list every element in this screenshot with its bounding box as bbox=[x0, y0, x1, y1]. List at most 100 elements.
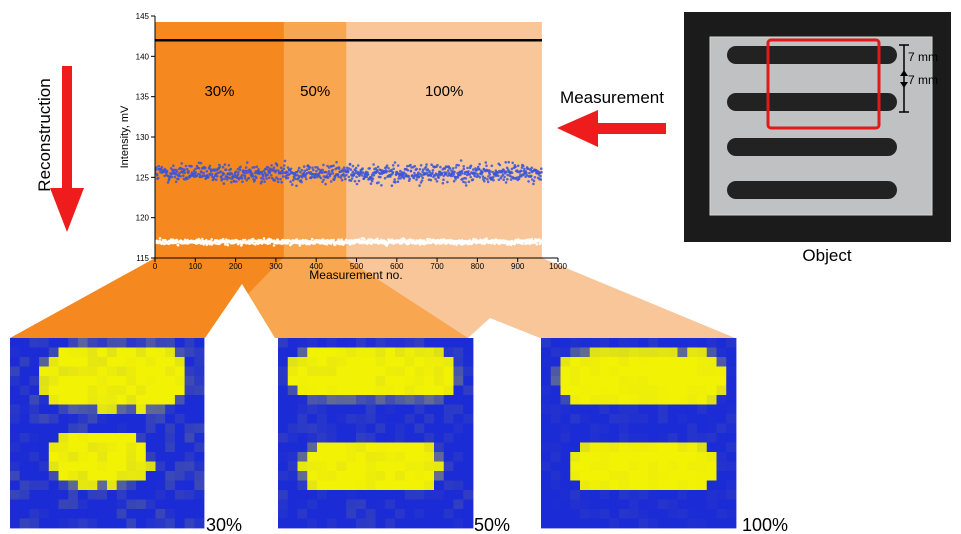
scatter-point bbox=[484, 161, 488, 164]
scatter-point bbox=[357, 238, 361, 241]
heatmap-cell bbox=[365, 509, 376, 519]
heatmap-cell bbox=[589, 366, 600, 377]
scatter-point bbox=[370, 179, 374, 183]
heatmap-cell bbox=[307, 490, 318, 500]
heatmap-cell bbox=[414, 499, 425, 510]
heatmap-cell bbox=[687, 461, 698, 472]
scatter-point bbox=[327, 170, 331, 173]
heatmap-cell bbox=[287, 461, 298, 472]
heatmap-cell bbox=[541, 414, 552, 424]
scatter-point bbox=[314, 166, 317, 169]
heatmap-cell bbox=[58, 376, 69, 386]
heatmap-cell bbox=[116, 509, 127, 519]
heatmap-cell bbox=[463, 509, 474, 519]
scatter-point bbox=[431, 169, 435, 172]
heatmap-cell bbox=[97, 499, 108, 510]
heatmap-cell bbox=[550, 518, 561, 529]
heatmap-cell bbox=[19, 423, 30, 434]
scatter-point bbox=[354, 171, 358, 175]
heatmap-cell bbox=[385, 376, 396, 386]
heatmap-cell bbox=[48, 518, 59, 529]
heatmap-cell bbox=[365, 433, 376, 443]
scatter-point bbox=[230, 180, 233, 184]
scatter-point bbox=[291, 178, 295, 182]
heatmap-cell bbox=[184, 414, 195, 424]
heatmap-cell bbox=[619, 452, 630, 462]
heatmap-cell bbox=[375, 376, 386, 386]
heatmap-cell bbox=[287, 347, 298, 358]
heatmap-cell bbox=[184, 376, 195, 386]
scatter-point bbox=[408, 177, 412, 181]
y-tick-label: 115 bbox=[136, 254, 149, 263]
heatmap-cell bbox=[443, 376, 454, 386]
scatter-point bbox=[385, 170, 389, 173]
heatmap-cell bbox=[404, 347, 415, 358]
heatmap-cell bbox=[648, 480, 659, 491]
scatter-point bbox=[509, 178, 513, 181]
heatmap-cell bbox=[29, 366, 40, 377]
scatter-point bbox=[419, 164, 423, 167]
heatmap-cell bbox=[638, 414, 649, 424]
scatter-point bbox=[436, 163, 439, 167]
scatter-point bbox=[392, 167, 396, 171]
scatter-point bbox=[195, 174, 199, 177]
scatter-point bbox=[396, 164, 400, 167]
heatmap-cell bbox=[716, 480, 727, 491]
scatter-point bbox=[361, 174, 364, 177]
heatmap-cell bbox=[174, 385, 185, 396]
scatter-point bbox=[464, 181, 467, 184]
heatmap-cell bbox=[317, 366, 328, 377]
heatmap-cell bbox=[287, 395, 298, 405]
scatter-point bbox=[540, 167, 543, 170]
heatmap-cell bbox=[107, 347, 118, 358]
heatmap-cell bbox=[667, 395, 678, 405]
heatmap-cell bbox=[116, 338, 127, 348]
heatmap-cell bbox=[375, 385, 386, 396]
scatter-point bbox=[397, 177, 400, 180]
scatter-point bbox=[184, 164, 188, 168]
heatmap-cell bbox=[667, 366, 678, 377]
heatmap-cell bbox=[443, 395, 454, 405]
heatmap-cell bbox=[184, 404, 195, 415]
scatter-point bbox=[522, 173, 525, 177]
heatmap-cell bbox=[126, 499, 137, 510]
heatmap-cell bbox=[434, 414, 445, 424]
heatmap-cell bbox=[346, 509, 357, 519]
heatmap-cell bbox=[667, 433, 678, 443]
heatmap-cell bbox=[541, 452, 552, 462]
heatmap-cell bbox=[307, 366, 318, 377]
heatmap-cell bbox=[453, 395, 464, 405]
heatmap-cell bbox=[155, 395, 166, 405]
heatmap-cell bbox=[424, 433, 435, 443]
heatmap-cell bbox=[570, 518, 581, 529]
scatter-point bbox=[532, 179, 536, 183]
heatmap-cell bbox=[145, 509, 156, 519]
heatmap-cell bbox=[453, 423, 464, 434]
x-tick-label: 700 bbox=[430, 262, 444, 271]
scatter-point bbox=[283, 164, 286, 167]
scatter-point bbox=[344, 177, 347, 181]
heatmap-cell bbox=[155, 347, 166, 358]
heatmap-cell bbox=[194, 471, 205, 481]
heatmap-cell bbox=[404, 404, 415, 415]
heatmap-cell bbox=[375, 414, 386, 424]
heatmap-cell bbox=[48, 376, 59, 386]
heatmap-cell bbox=[58, 461, 69, 472]
heatmap-cell bbox=[687, 490, 698, 500]
heatmap-cell bbox=[697, 366, 708, 377]
heatmap-cell bbox=[550, 366, 561, 377]
heatmap-cell bbox=[706, 338, 717, 348]
heatmap-cell bbox=[667, 338, 678, 348]
heatmap-cell bbox=[619, 518, 630, 529]
heatmap-cell bbox=[297, 509, 308, 519]
heatmap-cell bbox=[77, 376, 88, 386]
heatmap-cell bbox=[297, 385, 308, 396]
scatter-point bbox=[377, 181, 380, 184]
scatter-point bbox=[435, 180, 439, 183]
scatter-point bbox=[409, 163, 412, 167]
heatmap-cell bbox=[48, 395, 59, 405]
heatmap-cell bbox=[155, 480, 166, 491]
heatmap-cell bbox=[463, 452, 474, 462]
scatter-point bbox=[497, 174, 500, 178]
heatmap-cell bbox=[687, 376, 698, 386]
